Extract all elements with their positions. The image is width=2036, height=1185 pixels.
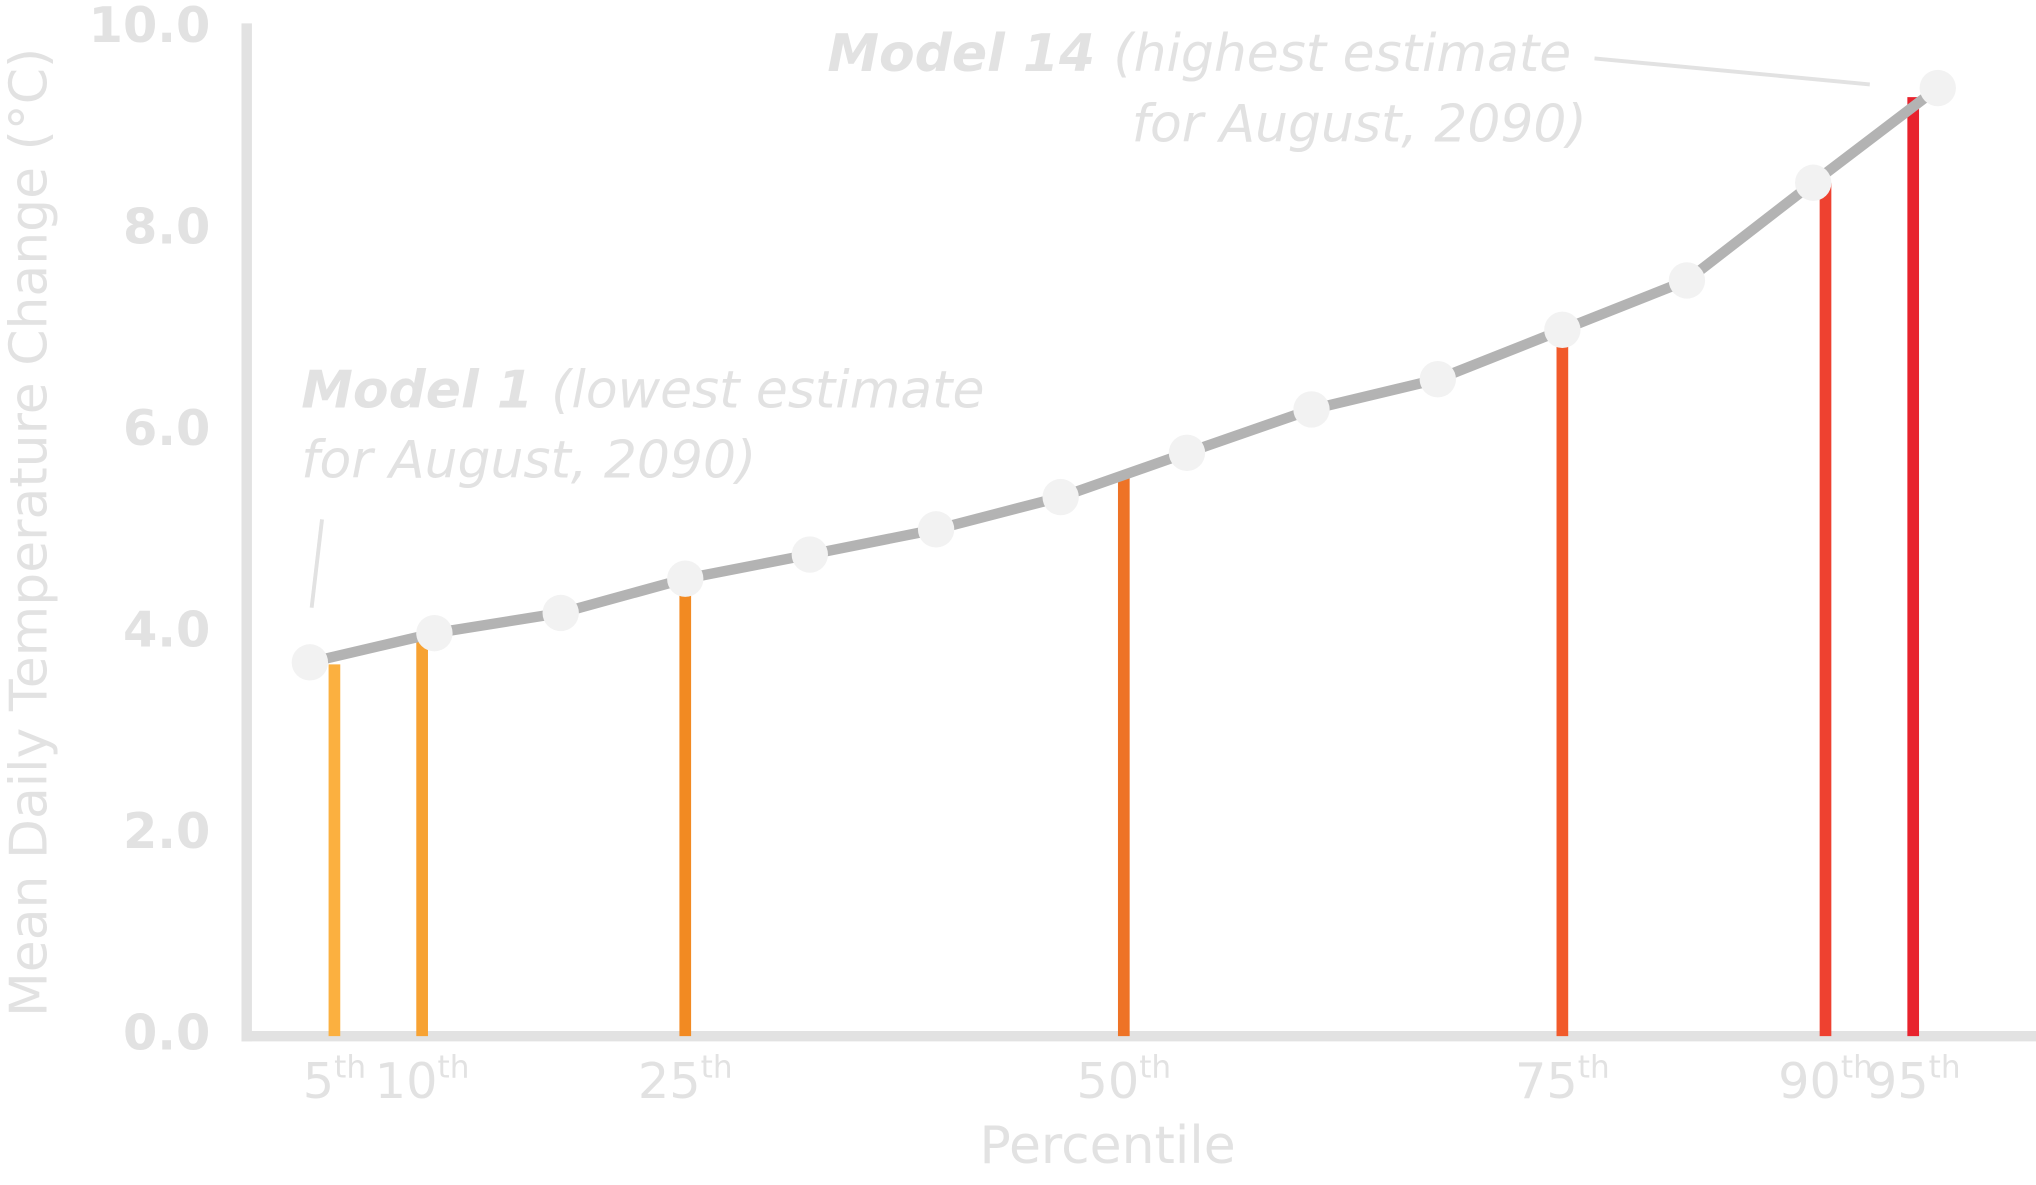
y-axis-title: Mean Daily Temperature Change (°C) bbox=[0, 48, 59, 1017]
model-point bbox=[917, 511, 955, 548]
x-axis-title: Percentile bbox=[980, 1116, 1236, 1176]
x-tick-label-main: 50 bbox=[1076, 1052, 1139, 1110]
model-line bbox=[308, 83, 1941, 668]
x-tick-label-main: 95 bbox=[1866, 1052, 1929, 1110]
annotation-text: for August, 2090) bbox=[1132, 94, 1587, 154]
model-point bbox=[791, 536, 828, 573]
annotation-text: Model 1 (lowest estimate bbox=[301, 360, 984, 420]
annotation-bold: Model 1 bbox=[301, 360, 533, 420]
annotation-text: (highest estimate bbox=[1113, 24, 1571, 84]
model-point bbox=[1419, 361, 1456, 398]
y-tick-label: 0.0 bbox=[123, 1004, 210, 1062]
y-tick-label: 8.0 bbox=[123, 198, 210, 256]
x-tick-label: 50th bbox=[1076, 1050, 1171, 1110]
model-point bbox=[1042, 478, 1079, 516]
model-point bbox=[1544, 311, 1581, 349]
x-tick-label-sup: th bbox=[334, 1050, 366, 1086]
x-tick-label: 25th bbox=[638, 1050, 733, 1110]
x-tick-label-sup: th bbox=[1578, 1050, 1610, 1086]
x-tick-label-sup: th bbox=[701, 1050, 733, 1086]
annotation-text: for August, 2090) bbox=[301, 431, 756, 491]
model-point bbox=[1168, 434, 1206, 471]
y-tick-label: 2.0 bbox=[123, 802, 210, 860]
model-point bbox=[1795, 164, 1832, 201]
model-point bbox=[1668, 262, 1706, 299]
x-tick-label-main: 25 bbox=[638, 1052, 701, 1110]
y-tick-label: 6.0 bbox=[123, 399, 210, 457]
annotation-text: (lowest estimate bbox=[551, 360, 984, 420]
x-tick-label: 5th bbox=[303, 1050, 366, 1110]
leader-line bbox=[1594, 56, 1870, 87]
leader-line bbox=[309, 519, 324, 608]
y-tick-label: 10.0 bbox=[89, 0, 211, 54]
x-tick-label-sup: th bbox=[1841, 1050, 1873, 1086]
model-point bbox=[542, 594, 579, 632]
annotation: Model 14 (highest estimate for August, 20… bbox=[827, 24, 1870, 154]
model-point bbox=[667, 560, 704, 597]
x-tick-label-main: 90 bbox=[1778, 1052, 1841, 1110]
x-tick-label: 90th bbox=[1778, 1050, 1873, 1110]
x-tick-label-main: 10 bbox=[375, 1052, 438, 1110]
annotation-text: Model 14 (highest estimate bbox=[827, 24, 1571, 84]
x-tick-label-sup: th bbox=[438, 1050, 470, 1086]
x-tick-label-main: 75 bbox=[1515, 1052, 1578, 1110]
model-point bbox=[291, 644, 329, 681]
annotation-bold: Model 14 bbox=[827, 24, 1095, 84]
x-tick-label-main: 5 bbox=[303, 1052, 334, 1110]
y-tick-label: 4.0 bbox=[123, 601, 210, 659]
model-point bbox=[416, 614, 453, 652]
model-point bbox=[1293, 391, 1330, 428]
model-point bbox=[1919, 69, 1956, 107]
x-tick-label: 75th bbox=[1515, 1050, 1610, 1110]
x-tick-label: 95th bbox=[1866, 1050, 1961, 1110]
x-tick-label-sup: th bbox=[1139, 1050, 1171, 1086]
x-tick-label: 10th bbox=[375, 1050, 470, 1110]
x-tick-label-sup: th bbox=[1929, 1050, 1961, 1086]
annotation: Model 1 (lowest estimate for August, 2090… bbox=[301, 360, 984, 608]
